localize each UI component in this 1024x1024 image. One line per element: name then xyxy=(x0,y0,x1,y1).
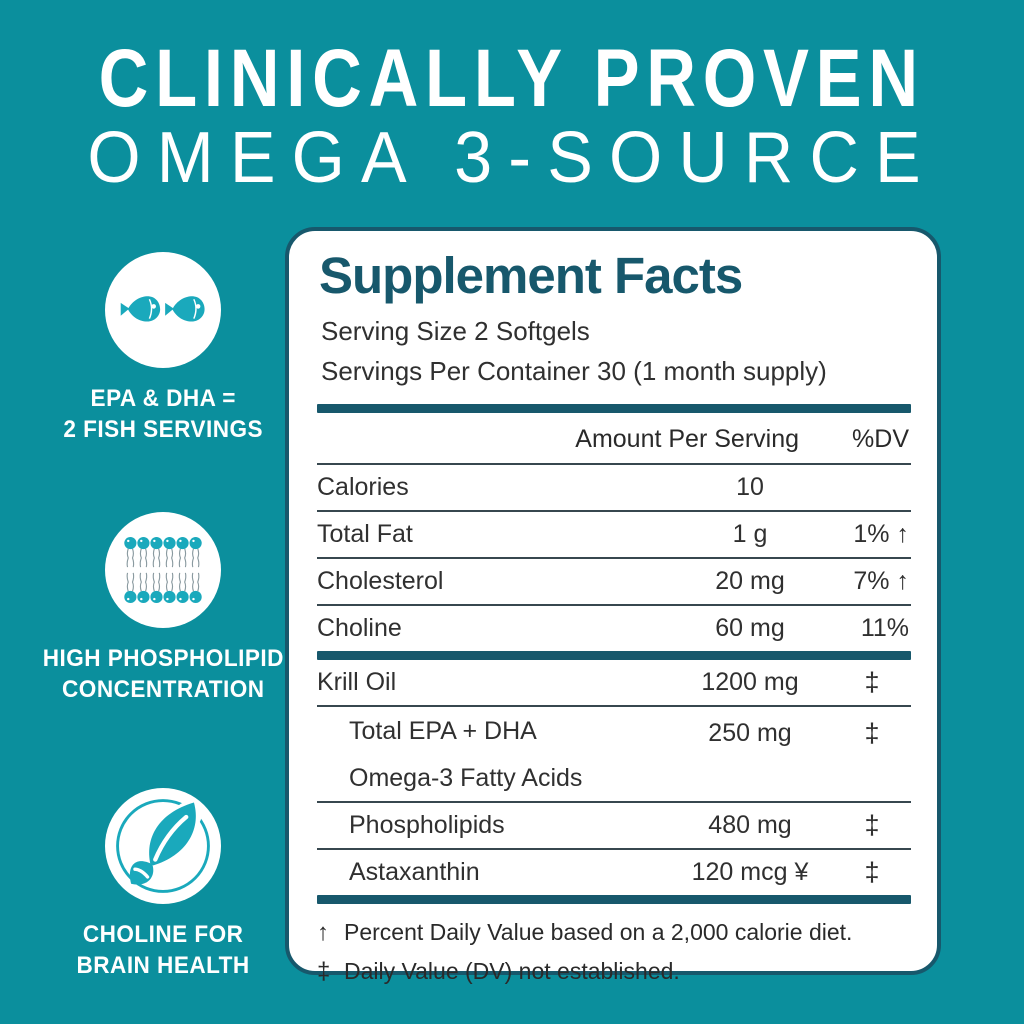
nutrient-dv: 7% ↑ xyxy=(853,567,909,595)
subheadline-text: OMEGA 3-SOURCE xyxy=(87,118,937,198)
divider-thick xyxy=(317,895,911,904)
table-row: Total EPA + DHA Omega-3 Fatty Acids 250 mg… xyxy=(317,707,911,803)
nutrient-name: Total EPA + DHA Omega-3 Fatty Acids xyxy=(349,717,583,792)
nutrient-name: Phospholipids xyxy=(349,811,505,839)
nutrient-dv: ‡ xyxy=(864,810,880,840)
table-row: Total Fat 1 g 1% ↑ xyxy=(317,512,911,559)
nutrient-name: Calories xyxy=(317,473,409,501)
facts-header-row: Amount Per Serving %DV xyxy=(317,413,911,465)
dv-column-header: %DV xyxy=(852,425,909,453)
servings-per-container: Servings Per Container 30 (1 month suppl… xyxy=(321,356,827,386)
table-row: Krill Oil 1200 mg ‡ xyxy=(317,660,911,707)
benefit-label: EPA & DHA = 2 FISH SERVINGS xyxy=(57,383,269,445)
footnote: ↑ Percent Daily Value based on a 2,000 ca… xyxy=(317,913,911,952)
nutrient-amount: 1 g xyxy=(732,520,768,548)
benefit-label-line: BRAIN HEALTH xyxy=(76,952,250,979)
benefit-label-line: CONCENTRATION xyxy=(61,676,265,703)
divider-thick xyxy=(317,651,911,660)
serving-size: Serving Size 2 Softgels xyxy=(321,316,590,346)
benefit-label: HIGH PHOSPHOLIPID CONCENTRATION xyxy=(35,643,292,705)
subheadline: OMEGA 3-SOURCE xyxy=(0,122,1024,194)
benefit-phospholipid: HIGH PHOSPHOLIPID CONCENTRATION xyxy=(18,512,308,705)
nutrient-name: Krill Oil xyxy=(317,668,397,696)
nutrient-name: Choline xyxy=(317,614,402,642)
benefit-label-line: 2 FISH SERVINGS xyxy=(63,416,263,443)
nutrient-dv: 1% ↑ xyxy=(853,520,909,548)
table-row: Calories 10 xyxy=(317,465,911,512)
benefit-label-line: EPA & DHA = xyxy=(90,385,236,412)
nutrient-dv: ‡ xyxy=(864,718,880,748)
nutrient-name: Cholesterol xyxy=(317,567,444,595)
nutrient-amount: 10 xyxy=(736,473,764,501)
footnote-symbol: ↑ xyxy=(317,919,329,946)
leaves-icon xyxy=(105,788,221,904)
headline-text: CLINICALLY PROVEN xyxy=(98,33,926,124)
facts-title: Supplement Facts xyxy=(319,247,743,304)
footnotes: ↑ Percent Daily Value based on a 2,000 ca… xyxy=(317,913,911,991)
nutrient-dv: ‡ xyxy=(864,667,880,697)
footnote-symbol: ‡ xyxy=(317,958,331,985)
nutrient-dv: 11% xyxy=(860,614,909,642)
nutrient-dv: ‡ xyxy=(864,857,880,887)
nutrient-amount: 20 mg xyxy=(715,567,785,595)
nutrient-name: Total Fat xyxy=(317,520,413,548)
nutrient-amount: 120 mcg ¥ xyxy=(691,858,809,886)
amount-column-header: Amount Per Serving xyxy=(575,425,799,453)
facts-table: Calories 10 Total Fat 1 g 1% ↑ Cholesterol 20 … xyxy=(317,465,911,904)
headline: CLINICALLY PROVEN xyxy=(0,38,1024,120)
nutrient-amount: 1200 mg xyxy=(701,668,799,696)
footnote: ‡ Daily Value (DV) not established. xyxy=(317,952,911,991)
divider-thick xyxy=(317,404,911,413)
supplement-facts-panel: Supplement Facts Serving Size 2 Softgels… xyxy=(285,227,941,985)
benefit-choline: CHOLINE FOR BRAIN HEALTH xyxy=(18,788,308,981)
phospholipid-bilayer-icon xyxy=(105,512,221,628)
fish-pair-icon xyxy=(105,252,221,368)
nutrient-amount: 480 mg xyxy=(708,811,792,839)
benefit-label-line: HIGH PHOSPHOLIPID xyxy=(42,645,284,672)
nutrient-name: Astaxanthin xyxy=(349,858,480,886)
benefit-epa-dha: EPA & DHA = 2 FISH SERVINGS xyxy=(18,252,308,445)
table-row: Choline 60 mg 11% xyxy=(317,606,911,651)
benefit-label-line: CHOLINE FOR xyxy=(82,921,244,948)
footnote-text: Daily Value (DV) not established. xyxy=(344,958,680,984)
nutrient-amount: 250 mg xyxy=(708,719,792,747)
table-row: Astaxanthin 120 mcg ¥ ‡ xyxy=(317,850,911,895)
table-row: Phospholipids 480 mg ‡ xyxy=(317,803,911,850)
nutrient-amount: 60 mg xyxy=(715,614,785,642)
footnote-text: Percent Daily Value based on a 2,000 cal… xyxy=(344,919,853,945)
benefit-label: CHOLINE FOR BRAIN HEALTH xyxy=(71,919,255,981)
table-row: Cholesterol 20 mg 7% ↑ xyxy=(317,559,911,606)
